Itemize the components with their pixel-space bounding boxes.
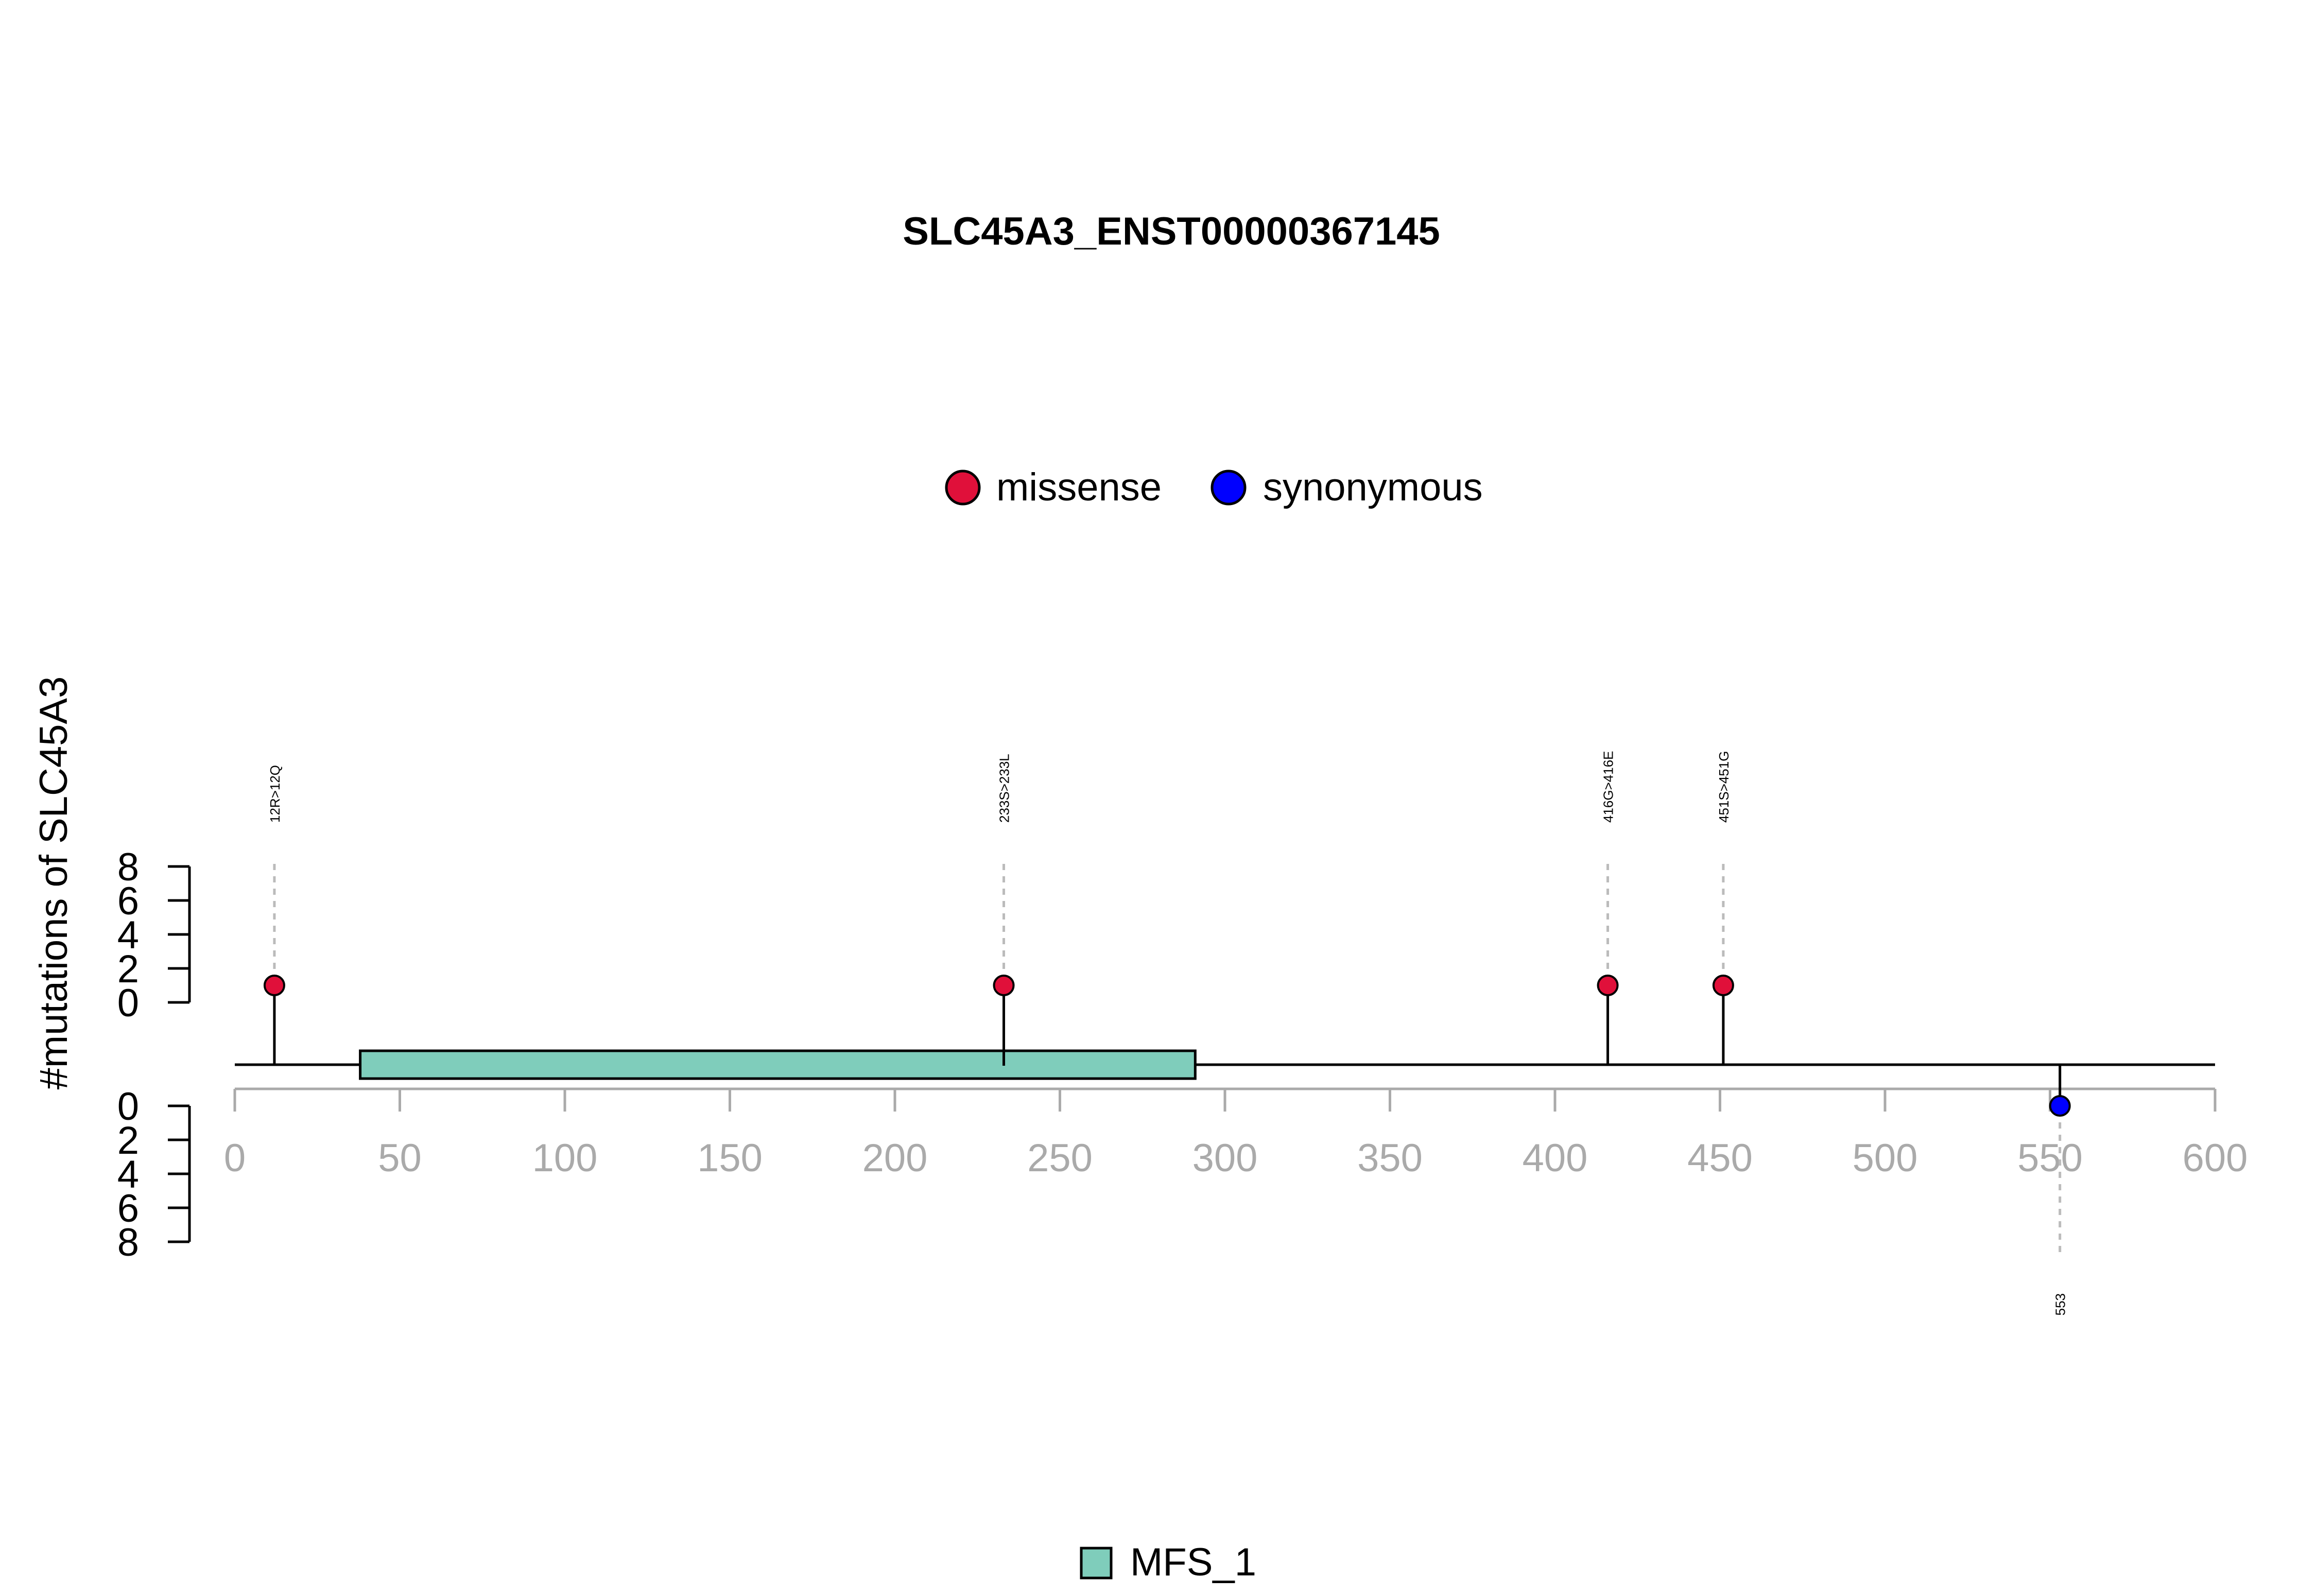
y-tick-label-bottom: 2 xyxy=(117,1119,139,1163)
x-tick-label: 300 xyxy=(1192,1136,1258,1180)
legend: missense synonymous xyxy=(945,465,1483,509)
y-tick-label-bottom: 6 xyxy=(117,1187,139,1230)
domain-legend-label: MFS_1 xyxy=(1130,1540,1256,1584)
x-tick-label: 600 xyxy=(2183,1136,2248,1180)
lollipop-head xyxy=(1712,975,1734,996)
lollipop-head xyxy=(2049,1095,2071,1117)
domain-legend-swatch xyxy=(1080,1547,1113,1580)
y-tick-label-bottom: 8 xyxy=(117,1221,139,1264)
mutation-label: 553 xyxy=(2053,1293,2068,1315)
y-tick-label-bottom: 4 xyxy=(117,1153,139,1196)
y-tick-label-top: 0 xyxy=(117,981,139,1025)
mutation-lollipop: 12R>12Q xyxy=(263,765,285,1065)
mutation-label: 233S>233L xyxy=(997,754,1012,823)
mutation-lollipop: 451S>451G xyxy=(1712,751,1734,1065)
legend-synonymous-label: synonymous xyxy=(1263,465,1483,509)
x-tick-label: 400 xyxy=(1523,1136,1588,1180)
mutation-label: 451S>451G xyxy=(1716,751,1732,823)
x-tick-label: 350 xyxy=(1357,1136,1423,1180)
x-tick-label: 0 xyxy=(224,1136,246,1180)
x-tick-label: 550 xyxy=(2017,1136,2083,1180)
mutation-label: 416G>416E xyxy=(1601,751,1616,823)
x-tick-label: 500 xyxy=(1853,1136,1918,1180)
y-tick-label-bottom: 0 xyxy=(117,1085,139,1129)
x-axis: 0 50 100 150 200 250 300 350 400 450 500 550 600 xyxy=(224,1087,2248,1180)
legend-missense-marker xyxy=(945,470,981,506)
y-tick-label-top: 2 xyxy=(117,947,139,991)
x-tick-label: 150 xyxy=(697,1136,763,1180)
lollipop-head xyxy=(993,975,1015,996)
x-tick-label: 250 xyxy=(1027,1136,1093,1180)
lollipop-head xyxy=(263,975,285,996)
mutation-lollipop: 416G>416E xyxy=(1597,751,1619,1065)
y-tick-label-top: 8 xyxy=(117,845,139,889)
domain-box xyxy=(359,1049,1197,1080)
legend-synonymous-marker xyxy=(1211,470,1247,506)
lollipop-head xyxy=(1597,975,1619,996)
x-tick-label: 50 xyxy=(378,1136,422,1180)
mutation-label: 12R>12Q xyxy=(267,765,283,823)
mutation-lollipop: 553 xyxy=(2049,1064,2071,1315)
x-tick-label: 450 xyxy=(1687,1136,1753,1180)
domain-legend: MFS_1 xyxy=(1080,1540,1256,1584)
chart-title: SLC45A3_ENST00000367145 xyxy=(903,210,1440,253)
x-tick-label: 100 xyxy=(532,1136,598,1180)
domain-track xyxy=(359,1049,1197,1080)
mutation-lollipop: 233S>233L xyxy=(993,754,1015,1066)
y-axis-label: #mutations of SLC45A3 xyxy=(32,676,76,1090)
y-tick-label-top: 4 xyxy=(117,913,139,957)
y-tick-label-top: 6 xyxy=(117,879,139,923)
legend-missense-label: missense xyxy=(996,465,1162,509)
mutation-lollipops: 12R>12Q 233S>233L 416G>416E 451S>451G 553 xyxy=(263,751,2071,1315)
x-tick-label: 200 xyxy=(862,1136,928,1180)
